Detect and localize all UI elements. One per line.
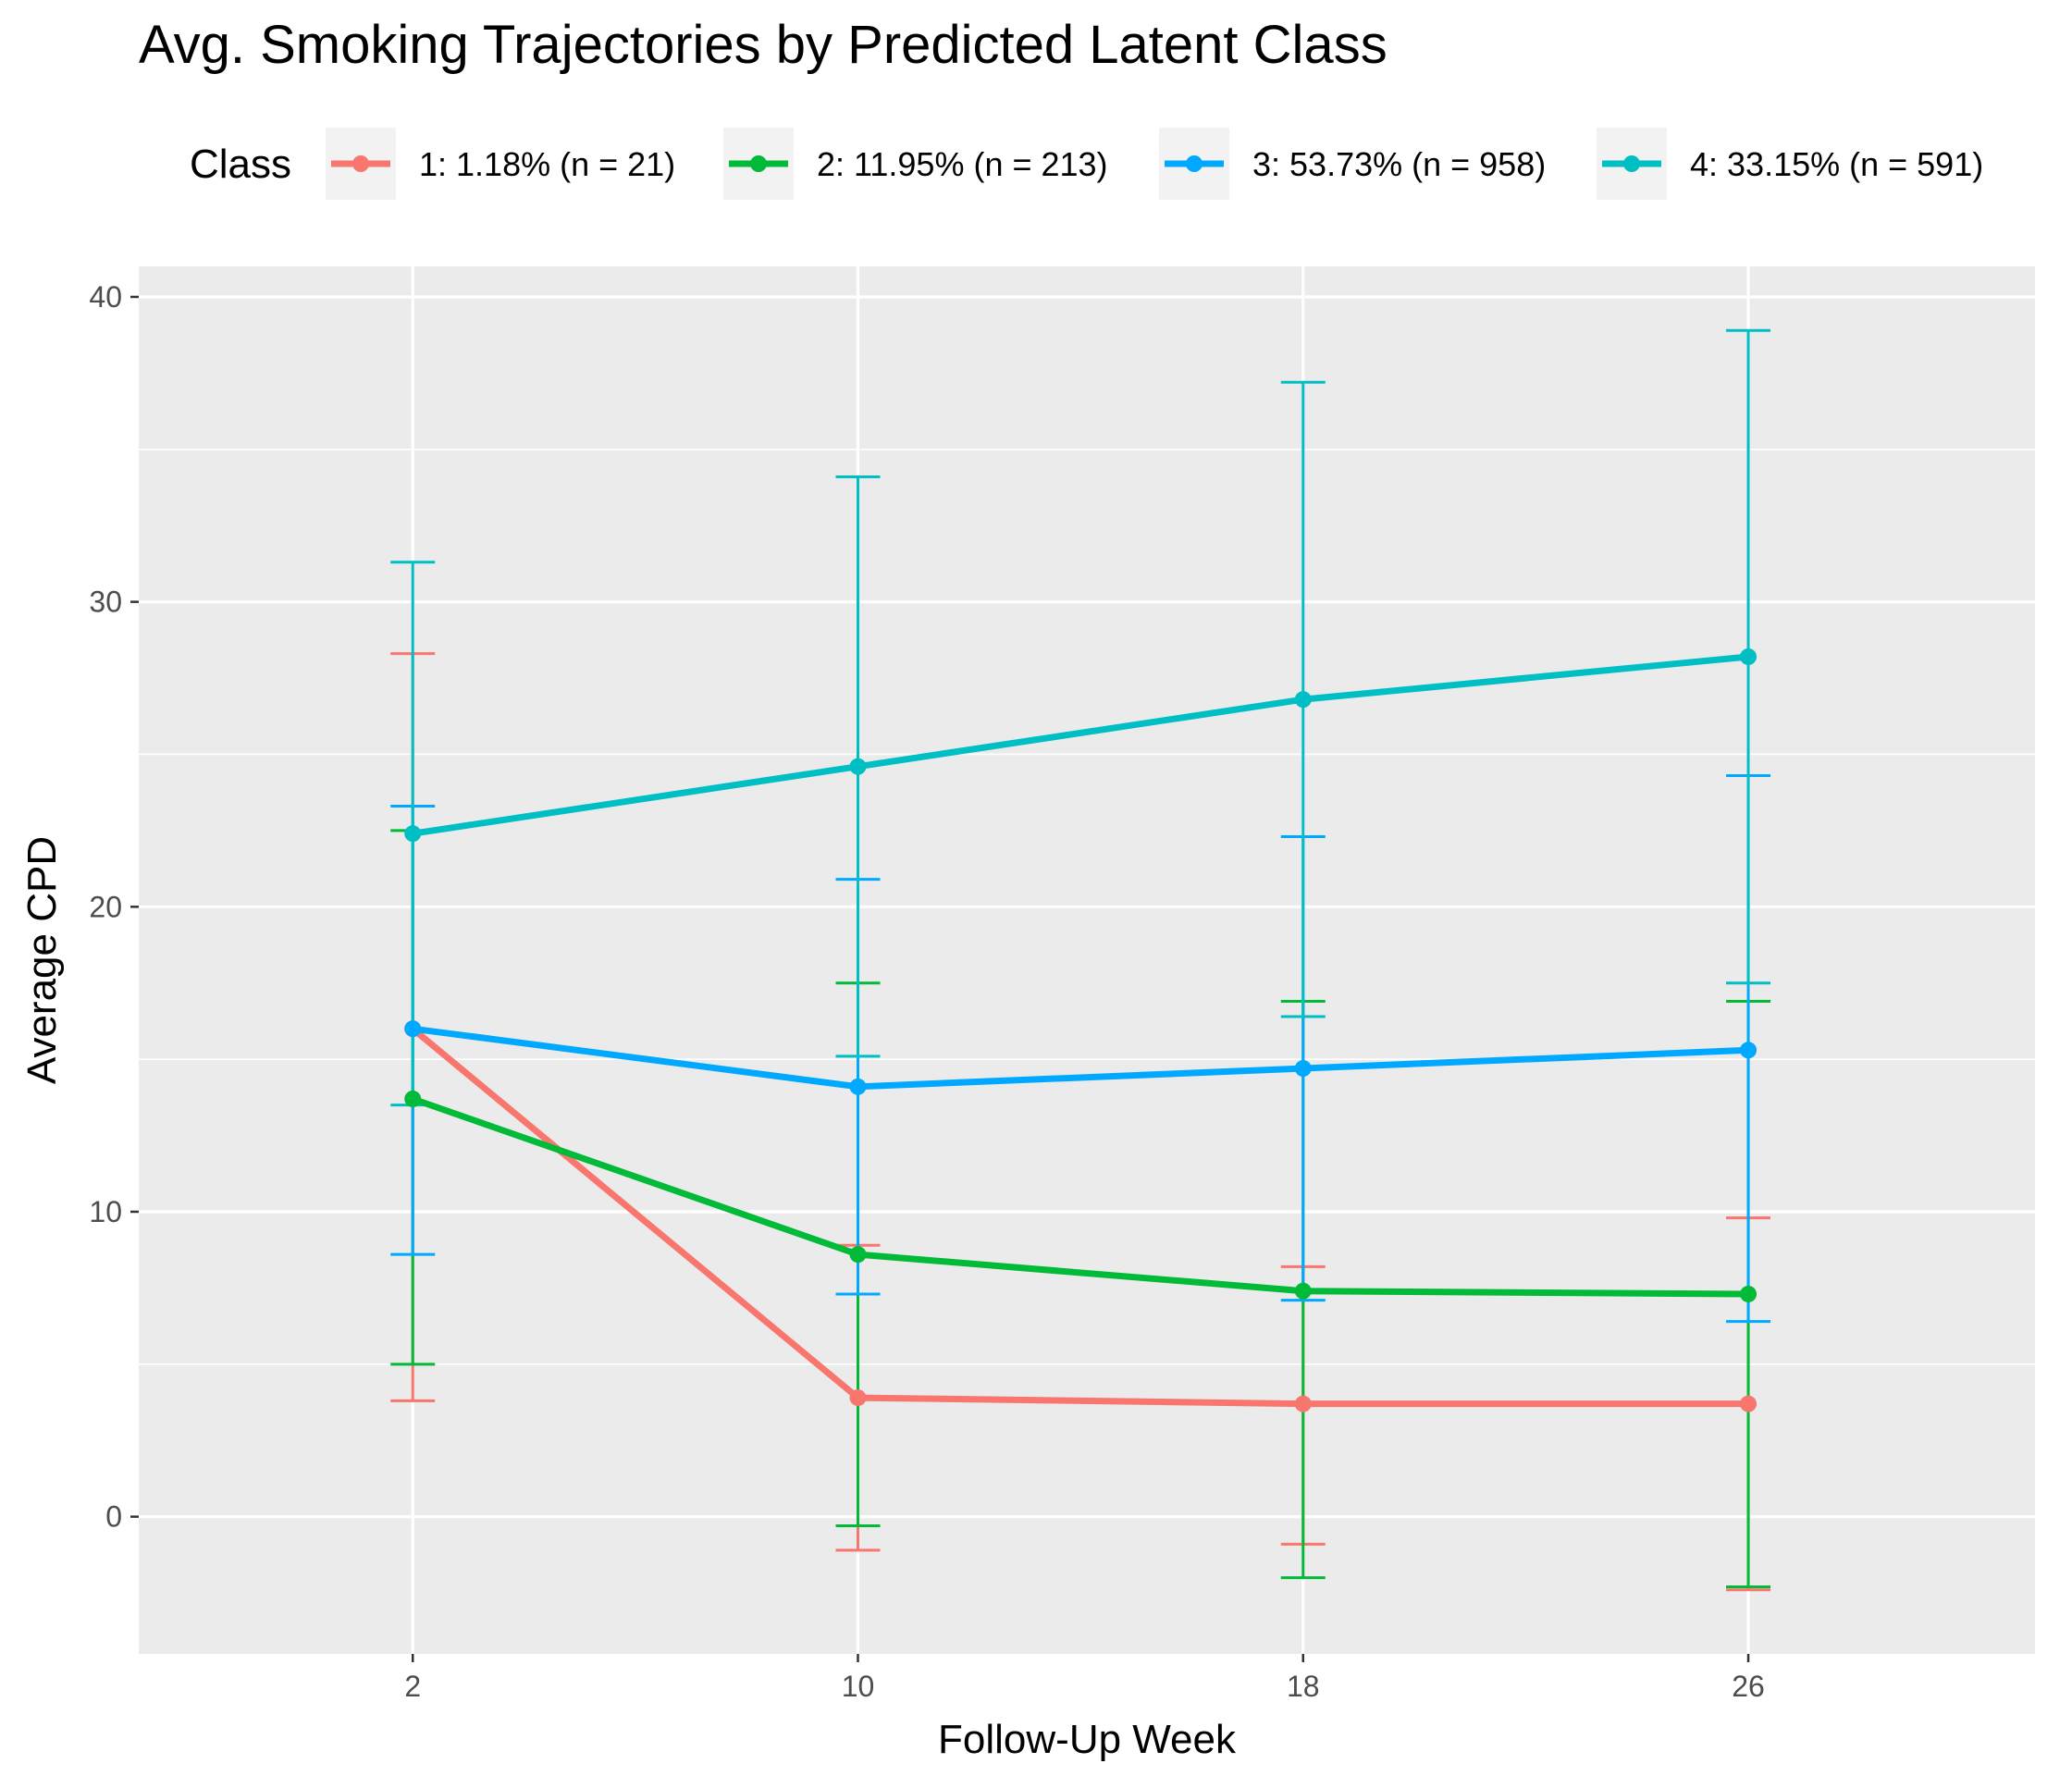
legend: Class 1: 1.18% (n = 21) 2: 11.95% (n = 21… <box>190 128 1983 200</box>
y-tick-label: 40 <box>89 280 122 314</box>
y-tick-label: 0 <box>105 1500 122 1534</box>
legend-key-point <box>1623 155 1640 172</box>
point-series-3 <box>404 1020 422 1038</box>
point-series-4 <box>404 825 422 843</box>
gridlines <box>139 266 2035 1654</box>
point-series-4 <box>849 758 867 775</box>
plot-panel <box>139 266 2035 1654</box>
x-tick-label: 10 <box>842 1670 875 1703</box>
x-tick-label: 18 <box>1287 1670 1320 1703</box>
legend-label-series-4: 4: 33.15% (n = 591) <box>1690 145 1983 183</box>
point-series-1 <box>849 1389 867 1407</box>
x-axis-title: Follow-Up Week <box>938 1717 1237 1762</box>
point-series-4 <box>1740 648 1758 665</box>
point-series-2 <box>849 1246 867 1264</box>
legend-label-series-1: 1: 1.18% (n = 21) <box>419 145 675 183</box>
y-tick-label: 30 <box>89 586 122 619</box>
legend-key-point <box>352 155 369 172</box>
series-lines <box>410 653 1749 1408</box>
x-tick-label: 2 <box>404 1670 421 1703</box>
point-series-3 <box>1740 1042 1758 1059</box>
point-series-2 <box>1294 1282 1312 1300</box>
point-series-2 <box>1740 1285 1758 1302</box>
chart-title: Avg. Smoking Trajectories by Predicted L… <box>139 15 1388 75</box>
y-axis-title: Average CPD <box>19 836 65 1084</box>
point-series-3 <box>1294 1060 1312 1078</box>
legend-label-series-2: 2: 11.95% (n = 213) <box>817 145 1108 183</box>
y-tick-label: 20 <box>89 890 122 923</box>
point-series-2 <box>404 1091 422 1107</box>
line-series-4 <box>412 653 1749 837</box>
point-series-1 <box>1294 1395 1312 1412</box>
legend-title: Class <box>190 142 291 187</box>
line-series-1 <box>410 1026 1749 1408</box>
legend-label-series-3: 3: 53.73% (n = 958) <box>1252 145 1546 183</box>
data-points <box>404 648 1758 1412</box>
x-axis: 2 10 18 26 <box>404 1654 1765 1703</box>
point-series-1 <box>1740 1395 1758 1412</box>
legend-key-point <box>1186 155 1202 172</box>
line-series-3 <box>412 1025 1749 1091</box>
y-tick-label: 10 <box>89 1195 122 1228</box>
x-tick-label: 26 <box>1732 1670 1765 1703</box>
y-axis: 0 10 20 30 40 <box>89 280 139 1534</box>
legend-key-point <box>750 155 767 172</box>
line-series-2 <box>412 1095 1749 1298</box>
point-series-3 <box>849 1078 867 1095</box>
point-series-4 <box>1294 691 1312 709</box>
